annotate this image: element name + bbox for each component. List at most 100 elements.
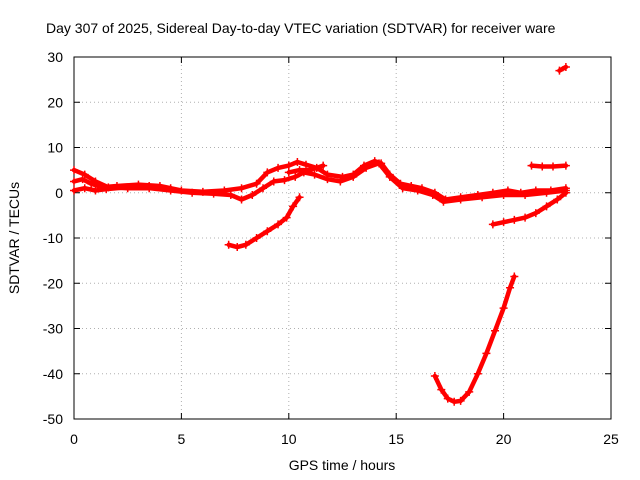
data-point <box>555 66 564 75</box>
data-point <box>224 240 233 249</box>
x-tick-label: 25 <box>603 431 619 447</box>
x-tick-label: 15 <box>388 431 404 447</box>
data-point <box>437 385 446 394</box>
data-point <box>521 213 530 222</box>
y-tick-labels: 30 20 10 0 -10 -20 -30 -40 -50 <box>43 49 63 427</box>
data-point <box>375 159 384 168</box>
data-point <box>506 283 515 292</box>
y-tick-label: 20 <box>47 94 63 110</box>
data-point <box>439 197 448 206</box>
data-point <box>188 188 197 197</box>
series-track-f <box>430 272 519 406</box>
series-line <box>432 274 517 405</box>
data-point <box>336 177 345 186</box>
data-point <box>478 193 487 202</box>
data-point <box>488 220 497 229</box>
data-point <box>274 163 283 172</box>
data-point <box>295 166 304 175</box>
data-point <box>349 172 358 181</box>
data-point <box>430 372 439 381</box>
x-tick-label: 5 <box>178 431 186 447</box>
data-point <box>263 168 272 177</box>
series-line <box>529 163 569 169</box>
data-point <box>282 213 291 222</box>
series-track-c <box>70 181 175 195</box>
data-point <box>443 394 452 403</box>
chart-title: Day 307 of 2025, Sidereal Day-to-day VTE… <box>46 20 556 36</box>
data-point <box>293 157 302 166</box>
x-tick-label: 20 <box>496 431 512 447</box>
data-point <box>542 202 551 211</box>
data-point <box>413 186 422 195</box>
data-point <box>291 172 300 181</box>
data-point <box>473 369 482 378</box>
data-point <box>284 161 293 170</box>
data-point <box>521 191 530 200</box>
data-point <box>527 161 536 170</box>
data-point <box>102 185 111 194</box>
grid <box>74 57 611 419</box>
data-point <box>549 162 558 171</box>
data-point <box>252 179 261 188</box>
data-point <box>80 184 89 193</box>
data-point <box>306 166 315 175</box>
data-point <box>319 161 328 170</box>
data-point <box>561 62 570 71</box>
data-point <box>233 243 242 252</box>
data-point <box>465 387 474 396</box>
y-tick-label: 30 <box>47 49 63 65</box>
y-tick-label: -10 <box>43 230 63 246</box>
series-line <box>286 163 326 175</box>
data-point <box>237 195 246 204</box>
data-point <box>385 172 394 181</box>
data-point <box>70 177 78 186</box>
series-track-i <box>555 62 570 75</box>
data-point <box>456 396 465 405</box>
data-point <box>542 188 551 197</box>
data-point <box>280 176 289 185</box>
data-point <box>561 188 570 197</box>
data-point <box>263 227 272 236</box>
data-point <box>428 191 437 200</box>
data-point <box>269 177 278 186</box>
y-tick-label: -30 <box>43 321 63 337</box>
series-track-h <box>527 161 570 171</box>
data-point <box>491 326 500 335</box>
data-point <box>531 209 540 218</box>
data-point <box>553 195 562 204</box>
data-point <box>310 170 319 179</box>
series-track-e <box>284 161 328 177</box>
y-tick-label: 0 <box>55 185 63 201</box>
data-point <box>70 166 78 175</box>
data-point <box>482 349 491 358</box>
data-point <box>248 191 257 200</box>
data-point <box>561 161 570 170</box>
series-track-d <box>224 193 304 252</box>
data-point <box>301 160 310 169</box>
data-point <box>510 215 519 224</box>
data-point <box>289 202 298 211</box>
x-tick-label: 10 <box>281 431 297 447</box>
data-point <box>499 191 508 200</box>
data-point <box>123 183 132 192</box>
data-point <box>166 184 175 193</box>
y-tick-label: -40 <box>43 366 63 382</box>
data-point <box>284 168 293 177</box>
x-tick-labels: 0 5 10 15 20 25 <box>70 431 619 447</box>
data-point <box>78 175 87 184</box>
data-point <box>450 397 459 406</box>
data-point <box>259 184 268 193</box>
data-point <box>70 186 78 195</box>
data-point <box>274 220 283 229</box>
series-line <box>226 195 302 250</box>
series-group <box>70 62 570 406</box>
axis-ticks <box>73 56 612 420</box>
data-point <box>398 184 407 193</box>
y-axis-label: SDTVAR / TECUs <box>6 182 22 294</box>
data-point <box>456 195 465 204</box>
data-point <box>362 163 371 172</box>
data-point <box>80 170 89 179</box>
series-track-g <box>488 188 570 229</box>
data-point <box>252 234 261 242</box>
